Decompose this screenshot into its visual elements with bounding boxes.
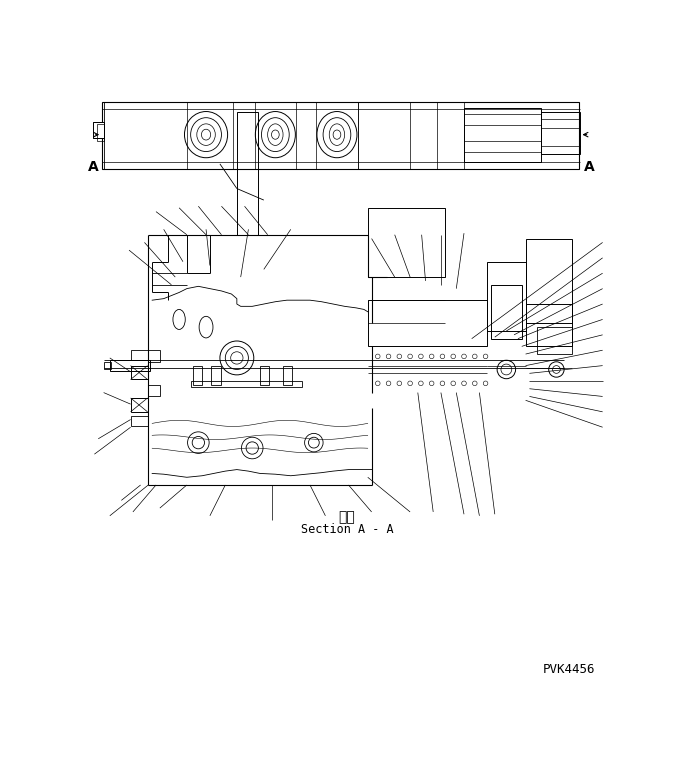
Bar <box>97 124 103 141</box>
Bar <box>283 365 292 384</box>
Text: PVK4456: PVK4456 <box>543 664 595 676</box>
Bar <box>487 261 526 331</box>
Text: A: A <box>88 160 98 174</box>
Bar <box>491 285 522 338</box>
Bar <box>109 360 150 371</box>
Bar <box>148 384 160 397</box>
Bar <box>368 300 487 346</box>
Bar <box>193 365 202 384</box>
Bar <box>237 112 258 235</box>
Bar <box>190 381 303 387</box>
Text: 断面: 断面 <box>339 511 356 524</box>
Bar <box>131 365 148 379</box>
Bar <box>148 350 160 361</box>
Bar <box>131 416 148 426</box>
Bar <box>211 365 221 384</box>
Bar <box>368 208 445 277</box>
Bar <box>102 102 579 169</box>
Bar <box>537 327 572 354</box>
Bar <box>131 398 148 412</box>
Text: A: A <box>584 160 595 174</box>
Bar <box>260 365 269 384</box>
Bar <box>541 112 579 154</box>
Bar <box>131 350 148 360</box>
Text: Section A - A: Section A - A <box>301 523 393 536</box>
Bar <box>464 108 541 161</box>
Bar <box>526 238 572 323</box>
Bar <box>93 122 103 138</box>
Bar <box>526 304 572 346</box>
Bar <box>103 361 112 369</box>
